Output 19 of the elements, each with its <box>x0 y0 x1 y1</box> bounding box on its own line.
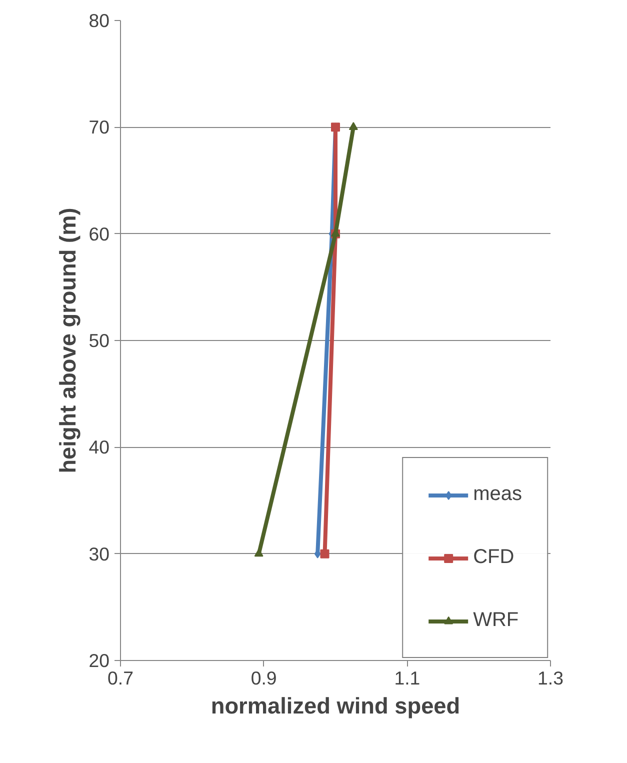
legend-label: meas <box>473 483 522 506</box>
x-tick-label: 0.7 <box>108 668 134 688</box>
x-tick-label: 0.9 <box>250 668 277 688</box>
y-axis-title: height above ground (m) <box>54 208 81 474</box>
y-tick-label: 80 <box>88 10 110 31</box>
point <box>254 548 264 557</box>
legend-label: WRF <box>473 609 519 632</box>
x-tick-label: 1.1 <box>394 668 420 688</box>
x-tick-label: 1.3 <box>538 668 564 688</box>
point <box>348 122 358 130</box>
y-tick-label: 30 <box>88 543 110 564</box>
y-tick-label: 70 <box>88 116 110 138</box>
y-tick-label: 40 <box>88 436 110 458</box>
x-axis-title: normalized wind speed <box>210 692 460 718</box>
legend-label: CFD <box>473 546 514 569</box>
y-tick-label: 50 <box>88 330 110 351</box>
point <box>320 549 330 558</box>
y-tick-label: 60 <box>88 223 110 244</box>
y-tick-label: 20 <box>88 650 110 671</box>
